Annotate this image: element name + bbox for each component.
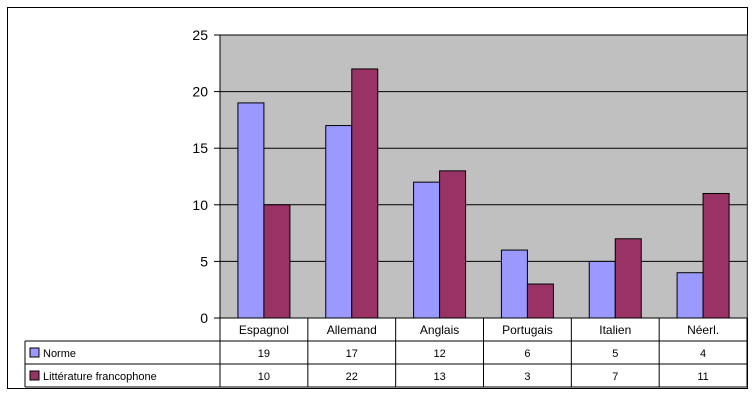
data-label: 22 xyxy=(346,371,358,383)
y-tick-label: 0 xyxy=(200,310,208,326)
category-label: Néerl. xyxy=(687,323,719,337)
data-label: 5 xyxy=(612,348,618,360)
y-tick-label: 25 xyxy=(192,27,208,43)
category-label: Espagnol xyxy=(239,323,289,337)
bar-norme-5 xyxy=(676,272,704,319)
category-label: Portugais xyxy=(502,323,553,337)
data-label: 4 xyxy=(700,348,706,360)
bar-litterature-5 xyxy=(702,192,730,319)
legend-label: Norme xyxy=(43,348,76,360)
bar-norme-1 xyxy=(325,125,353,319)
data-label: 12 xyxy=(433,348,445,360)
legend-swatch xyxy=(29,347,40,358)
bar-litterature-1 xyxy=(351,68,379,319)
data-label: 17 xyxy=(346,348,358,360)
data-label: 13 xyxy=(433,371,445,383)
category-label: Italien xyxy=(599,323,631,337)
bar-litterature-4 xyxy=(614,238,642,319)
bar-norme-3 xyxy=(500,249,528,319)
plot-area xyxy=(219,34,748,319)
category-label: Allemand xyxy=(327,323,377,337)
bar-litterature-2 xyxy=(439,170,467,319)
data-label: 19 xyxy=(258,348,270,360)
bar-litterature-0 xyxy=(263,204,291,319)
bar-norme-0 xyxy=(237,102,265,319)
category-label: Anglais xyxy=(420,323,459,337)
y-tick-label: 15 xyxy=(192,140,208,156)
bar-norme-2 xyxy=(413,181,441,319)
data-label: 3 xyxy=(524,371,530,383)
data-label: 7 xyxy=(612,371,618,383)
data-label: 6 xyxy=(524,348,530,360)
bar-litterature-3 xyxy=(526,283,554,319)
legend-label: Littérature francophone xyxy=(43,371,157,383)
y-tick-label: 5 xyxy=(200,253,208,269)
data-label: 10 xyxy=(258,371,270,383)
bar-norme-4 xyxy=(588,260,616,319)
y-tick-label: 20 xyxy=(192,84,208,100)
data-label: 11 xyxy=(697,371,708,383)
y-tick-label: 10 xyxy=(192,197,208,213)
legend-swatch xyxy=(29,370,40,381)
